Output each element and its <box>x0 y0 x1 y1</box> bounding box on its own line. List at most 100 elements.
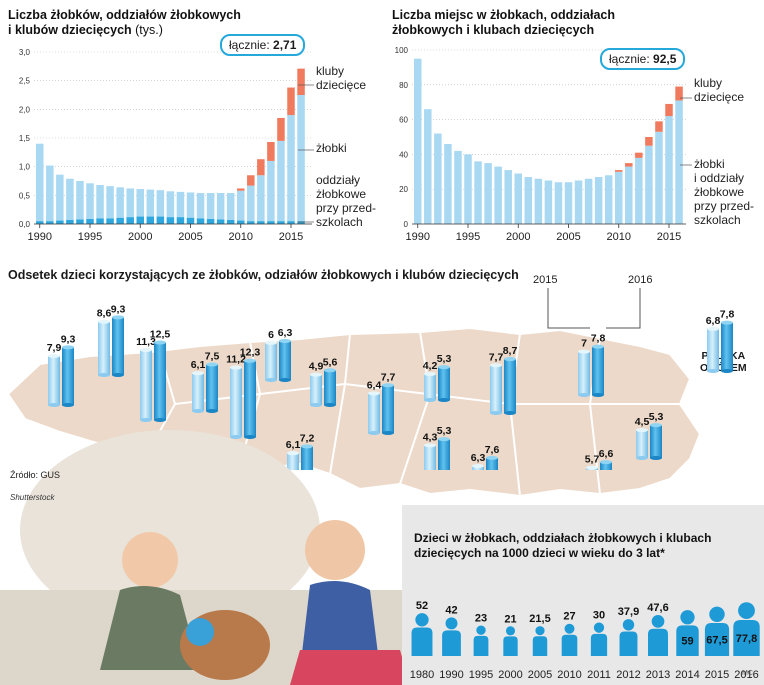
y-tick-label: 80 <box>399 81 408 90</box>
cylinder-cap <box>600 460 612 465</box>
chart1-total-label: łącznie: <box>229 38 270 52</box>
cylinder-value-label: 7,7 <box>489 351 504 363</box>
cylinder-cap <box>154 340 166 345</box>
cylinder-value-label: 5,3 <box>437 353 452 365</box>
cylinder-base <box>244 435 256 439</box>
chart2-total-callout: łącznie: 92,5 <box>600 48 686 70</box>
map-legend-bracket <box>547 288 641 329</box>
cylinder-bar <box>279 340 291 380</box>
bar-segment <box>146 216 155 224</box>
person-head <box>415 613 429 627</box>
chart2-legend-kluby-l2: dziecięce <box>694 90 745 104</box>
person-body <box>473 635 489 656</box>
cylinder-cap <box>578 349 590 354</box>
cylinder-value-label: 12,3 <box>240 347 261 359</box>
bar-segment <box>76 219 84 224</box>
bar-segment <box>287 87 295 116</box>
bar-segment <box>237 220 245 224</box>
x-tick-label: 1995 <box>456 231 480 243</box>
cylinder-cap <box>287 451 299 456</box>
chart1-legend-oddz-l3: przy przed- <box>316 201 377 215</box>
person-year-label: 2013 <box>646 669 670 681</box>
cylinder-cap <box>650 423 662 428</box>
bar-segment <box>665 116 673 224</box>
bar-segment <box>574 180 583 224</box>
bar-segment <box>247 185 255 222</box>
bar-segment <box>56 174 64 221</box>
bar-segment <box>66 219 74 224</box>
x-tick-label: 1990 <box>406 231 430 243</box>
cylinder-bar <box>244 360 256 437</box>
person-head <box>593 622 605 633</box>
x-tick-label: 1995 <box>78 231 102 243</box>
cylinder-base <box>48 403 60 407</box>
x-tick-label: 2010 <box>607 231 631 243</box>
bottom-credit: MC <box>742 670 753 677</box>
cylinder-value-label: 7,2 <box>300 432 315 444</box>
cylinder-value-label: 11,2 <box>226 354 246 366</box>
person-head <box>535 626 545 636</box>
cylinder-base <box>206 409 218 413</box>
cylinder-cap <box>504 357 516 362</box>
y-tick-label: 0 <box>404 220 409 229</box>
cylinder-value-label: 6,3 <box>278 327 293 339</box>
cylinder-cap <box>48 354 60 359</box>
cylinder-bar <box>424 445 436 472</box>
person-body <box>411 627 433 656</box>
bar-segment <box>287 221 295 224</box>
cylinder-bar <box>368 393 380 433</box>
person-figure <box>473 625 489 656</box>
cylinder-base <box>140 418 152 422</box>
bar-segment <box>534 178 543 224</box>
cylinder-value-label: 12,5 <box>150 329 171 341</box>
cylinder-value-label: 9,3 <box>111 303 126 315</box>
cylinder-cap <box>140 347 152 352</box>
bar-segment <box>176 217 185 224</box>
cylinder-cap <box>62 345 74 350</box>
chart2-legend-zlobki-l3: żłobkowe <box>694 185 745 199</box>
y-tick-label: 100 <box>395 46 409 55</box>
bar-segment <box>196 193 205 219</box>
bar-segment <box>166 191 175 218</box>
bar-segment <box>464 154 472 224</box>
cylinder-bar <box>707 328 719 371</box>
bar-segment <box>594 177 603 224</box>
cylinder-cap <box>424 371 436 376</box>
bar-segment <box>297 95 305 222</box>
cylinder-base <box>98 373 110 377</box>
cylinder-base <box>424 398 436 402</box>
cylinder-cap <box>301 444 313 449</box>
y-tick-label: 0,0 <box>19 220 31 229</box>
cylinder-value-label: 4,2 <box>423 360 438 372</box>
cylinder-base <box>368 431 380 435</box>
cylinder-cap <box>486 455 498 460</box>
person-value-label: 52 <box>416 600 428 612</box>
bar-segment <box>116 217 124 224</box>
bar-segment <box>277 140 285 222</box>
cylinder-bar <box>490 365 502 413</box>
y-tick-label: 0,5 <box>19 191 31 200</box>
person-body <box>561 634 578 656</box>
cylinder-value-label: 6,3 <box>471 452 486 464</box>
bar-segment <box>216 193 225 220</box>
person-body <box>733 620 760 656</box>
person-year-label: 1990 <box>439 669 463 681</box>
cylinder-bar <box>324 370 336 405</box>
cylinder-cap <box>244 358 256 363</box>
cylinder-cap <box>424 443 436 448</box>
bar-segment <box>554 182 563 224</box>
cylinder-cap <box>472 463 484 468</box>
source-note: Źródło: GUS <box>10 470 61 480</box>
cylinder-base <box>490 411 502 415</box>
cylinder-bar <box>192 373 204 411</box>
bar-segment <box>675 86 683 101</box>
chart1-legend-kluby-l2: dziecięce <box>316 78 367 92</box>
bottom-title: Dzieci w żłobkach, oddziałach żłobkowych… <box>414 531 754 561</box>
bar-segment <box>474 161 482 224</box>
bar-segment <box>267 142 275 161</box>
cylinder-value-label: 7,5 <box>205 351 220 363</box>
person-figure <box>733 602 760 656</box>
chart2-total-label: łącznie: <box>609 52 650 66</box>
cylinder-bar <box>62 347 74 405</box>
bar-segment <box>287 115 295 222</box>
